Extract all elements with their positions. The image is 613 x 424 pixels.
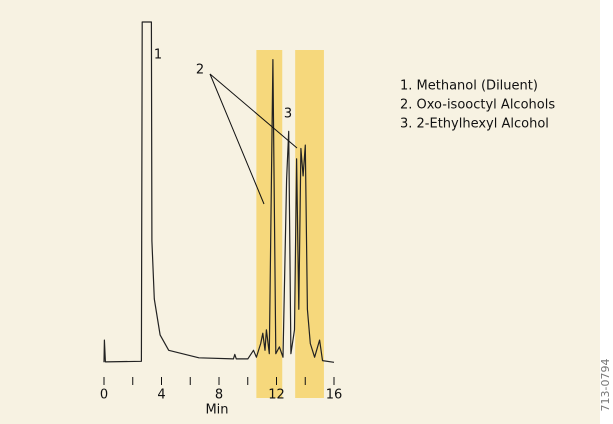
trace (103, 21, 335, 363)
x-tick-label: 4 (157, 388, 165, 403)
legend-item: 3. 2-Ethylhexyl Alcohol (400, 117, 549, 132)
peak-label: 3 (284, 107, 292, 122)
legend-item: 2. Oxo-isooctyl Alcohols (400, 98, 555, 113)
x-tick-label: 8 (215, 388, 223, 403)
peak-label: 2 (196, 63, 204, 78)
callout-line (209, 73, 265, 205)
legend-item: 1. Methanol (Diluent) (400, 79, 538, 94)
figure-code: 713-0794 (599, 359, 612, 412)
x-tick-label: 0 (100, 388, 108, 403)
x-tick-label: 12 (268, 388, 285, 403)
x-axis-label: Min (205, 403, 228, 418)
peak-label: 1 (154, 48, 162, 63)
callout-line (209, 73, 298, 149)
x-tick-label: 16 (326, 388, 343, 403)
